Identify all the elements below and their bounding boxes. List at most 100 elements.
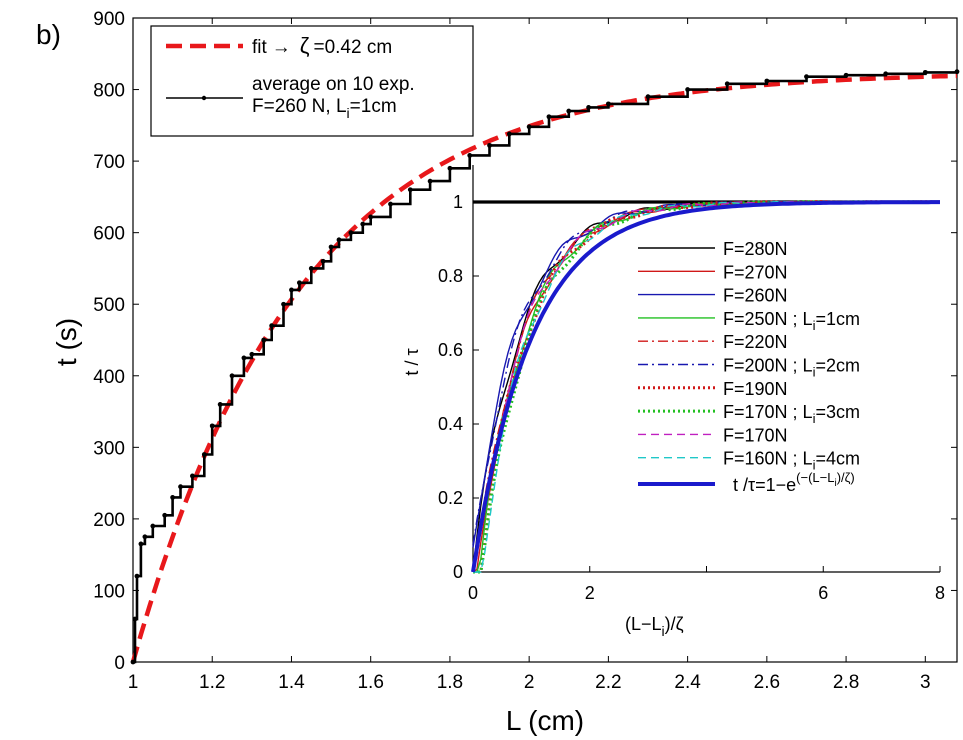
- average-data-point: [427, 178, 433, 184]
- inset-y-tick-label: 0.4: [438, 414, 463, 434]
- average-data-point: [336, 237, 342, 243]
- average-data-point: [348, 230, 354, 236]
- legend-average-line1: average on 10 exp.: [252, 74, 415, 95]
- main-y-tick-label: 300: [93, 438, 125, 459]
- inset-chart: 0 2 6 8 0 0.2 0.4 0.6 0.8 1 t / τ (L−Li)/ζ F=280…: [402, 165, 945, 639]
- main-plot-area: [132, 17, 958, 663]
- inset-series-line: [472, 200, 941, 573]
- main-y-tick-label: 200: [93, 510, 125, 531]
- inset-y-tick-label: 0.8: [438, 266, 463, 286]
- average-data-point: [308, 266, 314, 271]
- main-y-tick-label: 0: [114, 653, 125, 674]
- main-x-tick-label: 2.4: [674, 672, 701, 693]
- average-data-point: [229, 373, 235, 379]
- average-data-point: [142, 534, 148, 540]
- average-data-point: [724, 81, 730, 87]
- inset-y-ticks: 0 0.2 0.4 0.6 0.8 1: [438, 192, 479, 582]
- legend-average-marker: [201, 95, 207, 101]
- average-data-point: [241, 355, 247, 361]
- main-x-tick-label: 1: [128, 672, 139, 693]
- inset-x-tick-label: 2: [585, 583, 595, 603]
- inset-legend-label: F=280N: [723, 239, 788, 259]
- average-data-point: [804, 74, 809, 80]
- main-y-tick-label: 600: [93, 224, 125, 245]
- main-x-tick-label: 2.2: [595, 672, 621, 693]
- inset-x-tick-label: 0: [468, 583, 478, 603]
- legend-fit-label: fit → ζ =0.42 cm: [252, 33, 392, 58]
- average-data-point: [922, 69, 928, 75]
- inset-x-tick-label: 8: [935, 583, 945, 603]
- average-data-point: [281, 301, 286, 307]
- main-x-tick-label: 1.2: [199, 672, 225, 693]
- average-data-point: [546, 114, 552, 120]
- inset-legend-label: F=160N ; Li=4cm: [723, 449, 860, 473]
- average-data-point: [217, 402, 223, 407]
- average-data-point: [289, 287, 294, 293]
- main-x-tick-label: 1.4: [278, 672, 305, 693]
- average-data-point: [506, 131, 512, 137]
- inset-legend-label: F=190N: [723, 379, 788, 399]
- average-data-point: [138, 541, 144, 547]
- inset-legend-label: F=220N: [723, 332, 788, 352]
- average-data-point: [645, 94, 651, 100]
- average-experiment-markers: [130, 69, 960, 665]
- main-x-tick-label: 3: [920, 672, 931, 693]
- average-data-point: [249, 351, 255, 357]
- main-y-axis-label: t (s): [51, 318, 82, 366]
- main-legend: fit → ζ =0.42 cm average on 10 exp. F=260 N…: [150, 25, 474, 137]
- main-y-tick-label: 500: [93, 295, 125, 316]
- average-data-point: [261, 337, 267, 343]
- main-y-tick-label: 100: [93, 581, 125, 602]
- main-x-ticks: 1 1.2 1.4 1.6 1.8 2 2.2 2.4 2.6 2.8 3: [128, 18, 931, 693]
- inset-legend-model-label: t /τ=1−e(−(L−Li)/ζ): [733, 470, 855, 495]
- average-data-point: [954, 69, 960, 75]
- panel-label: b): [36, 19, 61, 50]
- inset-legend-label: F=270N: [723, 262, 788, 282]
- fit-curve: [130, 73, 958, 663]
- average-data-point: [368, 214, 374, 220]
- average-data-point: [162, 512, 168, 518]
- inset-background: [473, 165, 940, 572]
- main-y-tick-label: 400: [93, 367, 125, 388]
- average-data-point: [209, 423, 215, 429]
- inset-y-axis-label: t / τ: [402, 348, 422, 375]
- inset-model-curve: [471, 200, 940, 573]
- average-data-point: [269, 323, 275, 329]
- average-data-point: [178, 484, 183, 490]
- average-data-point: [150, 523, 156, 529]
- inset-legend-label: F=200N ; Li=2cm: [723, 356, 860, 380]
- average-data-point: [526, 124, 532, 130]
- average-data-point: [132, 616, 138, 622]
- inset-y-tick-label: 0.2: [438, 488, 463, 508]
- legend-average-line2: F=260 N, Li=1cm: [252, 96, 397, 121]
- main-x-tick-label: 2: [524, 672, 535, 693]
- average-data-point: [328, 244, 334, 250]
- average-data-point: [447, 165, 453, 171]
- average-data-point: [685, 87, 691, 92]
- inset-y-tick-label: 0.6: [438, 340, 463, 360]
- average-data-point: [190, 473, 195, 479]
- average-data-point: [586, 105, 591, 110]
- average-data-point: [360, 221, 366, 227]
- average-data-point: [605, 101, 611, 107]
- inset-y-tick-label: 0: [453, 562, 463, 582]
- average-data-point: [201, 452, 207, 457]
- average-data-point: [487, 142, 492, 148]
- average-data-point: [296, 280, 302, 286]
- average-data-point: [883, 71, 889, 77]
- inset-x-axis-label: (L−Li)/ζ: [625, 614, 684, 639]
- inset-legend-label: F=250N ; Li=1cm: [723, 309, 860, 333]
- inset-y-tick-label: 1: [453, 192, 463, 212]
- main-x-axis-label: L (cm): [506, 705, 584, 736]
- average-data-point: [467, 152, 473, 158]
- average-data-point: [170, 495, 176, 500]
- main-y-tick-label: 800: [93, 81, 125, 102]
- main-x-tick-label: 2.8: [833, 672, 859, 693]
- main-x-tick-label: 1.6: [357, 672, 383, 693]
- average-data-point: [764, 78, 770, 84]
- average-data-point: [134, 573, 140, 579]
- average-data-point: [566, 108, 572, 114]
